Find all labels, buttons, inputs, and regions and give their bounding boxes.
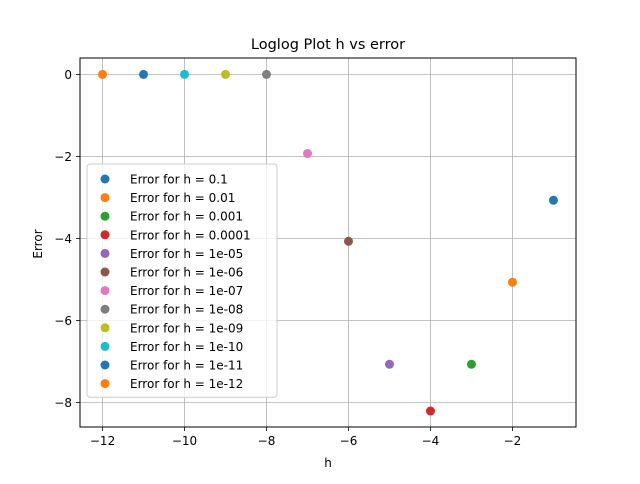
points-layer [98, 69, 558, 416]
data-point [343, 236, 353, 246]
x-tick-label: −2 [504, 434, 522, 448]
legend-label: Error for h = 1e-09 [130, 321, 243, 335]
legend-label: Error for h = 1e-10 [130, 340, 243, 354]
legend-label: Error for h = 1e-05 [130, 247, 243, 261]
data-point [221, 69, 231, 79]
legend-marker [100, 379, 110, 389]
legend-marker [100, 230, 110, 240]
x-tick-label: −4 [422, 434, 440, 448]
chart-title: Loglog Plot h vs error [251, 37, 405, 53]
data-point [180, 69, 190, 79]
data-point [507, 277, 517, 287]
data-point [425, 406, 435, 416]
legend-marker [100, 248, 110, 258]
y-tick-label: −2 [54, 150, 72, 164]
legend-marker [100, 341, 110, 351]
x-tick-label: −10 [172, 434, 197, 448]
data-point [98, 69, 108, 79]
data-point [139, 69, 149, 79]
data-point [466, 359, 476, 369]
data-point [303, 149, 313, 159]
y-axis-label: Error [31, 229, 45, 258]
x-axis-label: h [324, 456, 332, 470]
x-tick-label: −6 [340, 434, 358, 448]
data-point [548, 195, 558, 205]
legend-label: Error for h = 0.01 [130, 191, 235, 205]
legend-marker [100, 267, 110, 277]
legend-label: Error for h = 1e-12 [130, 377, 243, 391]
legend-label: Error for h = 0.0001 [130, 228, 251, 242]
legend-label: Error for h = 1e-08 [130, 303, 243, 317]
legend-marker [100, 211, 110, 221]
ticks-layer: −12 −10 −8 −6 −4 −2 0 −2 −4 −6 −8 [54, 68, 521, 448]
legend-marker [100, 323, 110, 333]
y-tick-label: −8 [54, 396, 72, 410]
data-point [262, 69, 272, 79]
legend-label: Error for h = 0.001 [130, 210, 243, 224]
plot-frame [79, 57, 577, 428]
x-tick-label: −12 [90, 434, 115, 448]
legend-label: Error for h = 1e-11 [130, 359, 243, 373]
legend-marker [100, 286, 110, 296]
y-tick-label: −4 [54, 232, 72, 246]
legend-marker [100, 174, 110, 184]
legend: Error for h = 0.1 Error for h = 0.01 Error… [86, 163, 278, 398]
legend-label: Error for h = 1e-06 [130, 266, 243, 280]
legend-marker [100, 360, 110, 370]
legend-marker [100, 193, 110, 203]
y-tick-label: −6 [54, 314, 72, 328]
x-tick-label: −8 [258, 434, 276, 448]
data-point [384, 359, 394, 369]
legend-label: Error for h = 1e-07 [130, 284, 243, 298]
legend-box [86, 163, 278, 398]
y-tick-label: 0 [64, 68, 72, 82]
legend-marker [100, 304, 110, 314]
legend-label: Error for h = 0.1 [130, 173, 228, 187]
